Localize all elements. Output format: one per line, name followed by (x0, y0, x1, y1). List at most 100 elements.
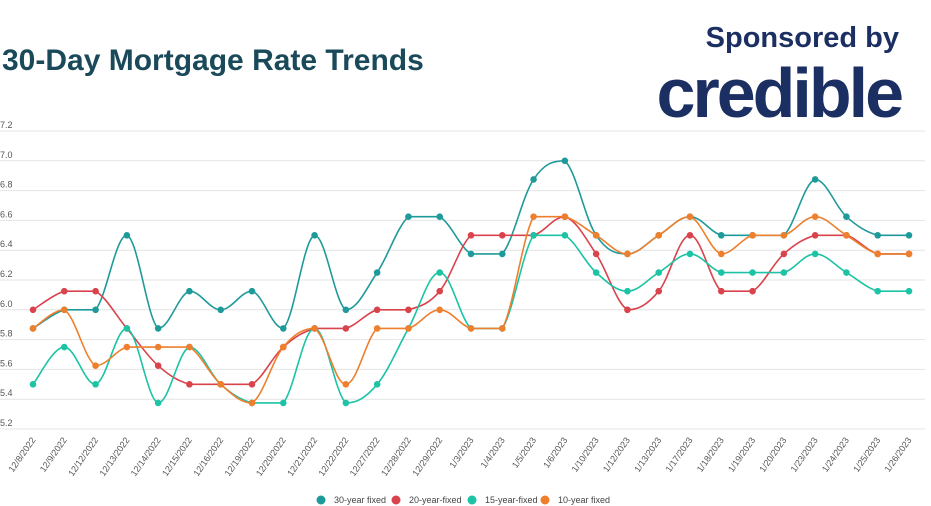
data-point[interactable] (217, 381, 225, 388)
data-point[interactable] (686, 232, 694, 239)
data-point[interactable] (530, 232, 537, 239)
data-point[interactable] (60, 343, 68, 351)
legend-item[interactable]: 30-year fixed (316, 495, 387, 505)
data-point[interactable] (279, 325, 287, 332)
data-point[interactable] (467, 232, 475, 239)
legend-item[interactable]: 15-year-fixed (467, 495, 538, 505)
data-point[interactable] (561, 213, 569, 220)
data-point[interactable] (843, 232, 850, 239)
data-point[interactable] (780, 232, 788, 239)
data-point[interactable] (373, 269, 381, 276)
data-point[interactable] (279, 343, 287, 351)
data-point[interactable] (811, 250, 819, 258)
data-point[interactable] (186, 343, 193, 351)
data-point[interactable] (373, 325, 381, 332)
data-point[interactable] (154, 343, 162, 351)
data-point[interactable] (905, 250, 913, 258)
data-point[interactable] (561, 157, 569, 165)
data-point[interactable] (279, 399, 287, 407)
brand-logo[interactable]: credible (656, 54, 904, 132)
data-point[interactable] (342, 381, 350, 388)
legend-item[interactable]: 20-year-fixed (391, 495, 462, 505)
data-point[interactable] (405, 325, 412, 332)
data-point[interactable] (373, 306, 381, 314)
data-point[interactable] (154, 399, 162, 407)
data-point[interactable] (436, 287, 444, 295)
data-point[interactable] (592, 269, 600, 276)
legend-item[interactable]: 10-year fixed (540, 495, 611, 505)
data-point[interactable] (624, 250, 631, 258)
data-point[interactable] (436, 306, 444, 314)
data-point[interactable] (123, 325, 131, 332)
data-point[interactable] (92, 287, 99, 295)
data-point[interactable] (311, 232, 318, 239)
data-point[interactable] (717, 287, 725, 295)
data-point[interactable] (311, 325, 318, 332)
data-point[interactable] (92, 362, 99, 369)
data-point[interactable] (780, 250, 788, 258)
data-point[interactable] (498, 232, 506, 239)
x-tick-label: 12/29/2022 (410, 435, 444, 478)
data-point[interactable] (436, 269, 444, 276)
data-point[interactable] (749, 232, 756, 239)
data-point[interactable] (154, 325, 162, 332)
data-point[interactable] (29, 325, 37, 332)
data-point[interactable] (342, 325, 350, 332)
data-point[interactable] (717, 232, 725, 239)
data-point[interactable] (561, 232, 569, 239)
data-point[interactable] (686, 250, 694, 258)
data-point[interactable] (874, 287, 882, 295)
data-point[interactable] (905, 287, 913, 295)
data-point[interactable] (811, 232, 819, 239)
legend-label: 30-year fixed (334, 495, 386, 505)
data-point[interactable] (92, 306, 99, 314)
data-point[interactable] (186, 287, 193, 295)
data-point[interactable] (29, 306, 37, 314)
data-point[interactable] (811, 176, 819, 183)
data-point[interactable] (60, 306, 68, 314)
data-point[interactable] (843, 213, 850, 220)
data-point[interactable] (686, 213, 694, 220)
data-point[interactable] (624, 306, 631, 314)
data-point[interactable] (248, 381, 256, 388)
data-point[interactable] (373, 381, 381, 388)
data-point[interactable] (592, 250, 600, 258)
data-point[interactable] (717, 250, 725, 258)
data-point[interactable] (467, 325, 475, 332)
data-point[interactable] (592, 232, 600, 239)
data-point[interactable] (123, 343, 131, 351)
data-point[interactable] (154, 362, 162, 369)
x-tick-label: 1/4/2023 (479, 435, 507, 469)
data-point[interactable] (405, 213, 412, 220)
data-point[interactable] (498, 250, 506, 258)
data-point[interactable] (248, 399, 256, 407)
data-point[interactable] (92, 381, 99, 388)
data-point[interactable] (467, 250, 475, 258)
data-point[interactable] (530, 176, 537, 183)
data-point[interactable] (217, 306, 225, 314)
data-point[interactable] (874, 232, 882, 239)
data-point[interactable] (60, 287, 68, 295)
data-point[interactable] (749, 287, 756, 295)
data-point[interactable] (624, 287, 631, 295)
data-point[interactable] (123, 232, 131, 239)
data-point[interactable] (29, 381, 37, 388)
data-point[interactable] (905, 232, 913, 239)
data-point[interactable] (342, 399, 350, 407)
data-point[interactable] (655, 269, 663, 276)
data-point[interactable] (811, 213, 819, 220)
data-point[interactable] (530, 213, 537, 220)
data-point[interactable] (780, 269, 788, 276)
data-point[interactable] (436, 213, 444, 220)
data-point[interactable] (749, 269, 756, 276)
data-point[interactable] (655, 232, 663, 239)
data-point[interactable] (342, 306, 350, 314)
data-point[interactable] (248, 287, 256, 295)
data-point[interactable] (717, 269, 725, 276)
data-point[interactable] (843, 269, 850, 276)
data-point[interactable] (655, 287, 663, 295)
data-point[interactable] (405, 306, 412, 314)
data-point[interactable] (874, 250, 882, 258)
data-point[interactable] (186, 381, 193, 388)
data-point[interactable] (498, 325, 506, 332)
